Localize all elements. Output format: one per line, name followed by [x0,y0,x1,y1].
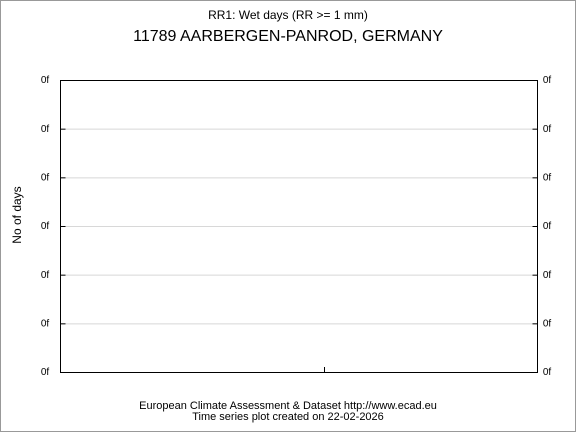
y-tick-label: 0f [543,75,552,86]
y-tick-label: 0f [543,124,552,135]
y-tick-label: 0f [543,270,552,281]
y-tick-label: 0f [41,367,50,378]
y-tick-label: 0f [543,172,552,183]
footer-line: European Climate Assessment & Dataset ht… [139,400,437,412]
y-tick-label: 0f [41,124,50,135]
y-tick-label: 0f [41,75,50,86]
y-tick-label: 0f [543,318,552,329]
y-tick-label: 0f [41,221,50,232]
y-tick-label: 0f [41,318,50,329]
y-axis-label: No of days [10,186,24,243]
y-tick-label: 0f [41,270,50,281]
chart-subtitle: 11789 AARBERGEN-PANROD, GERMANY [133,28,443,45]
chart-title: RR1: Wet days (RR >= 1 mm) [208,8,368,22]
y-tick-label: 0f [543,221,552,232]
y-tick-label: 0f [543,367,552,378]
y-tick-label: 0f [41,172,50,183]
footer-line: Time series plot created on 22-02-2026 [192,411,384,423]
